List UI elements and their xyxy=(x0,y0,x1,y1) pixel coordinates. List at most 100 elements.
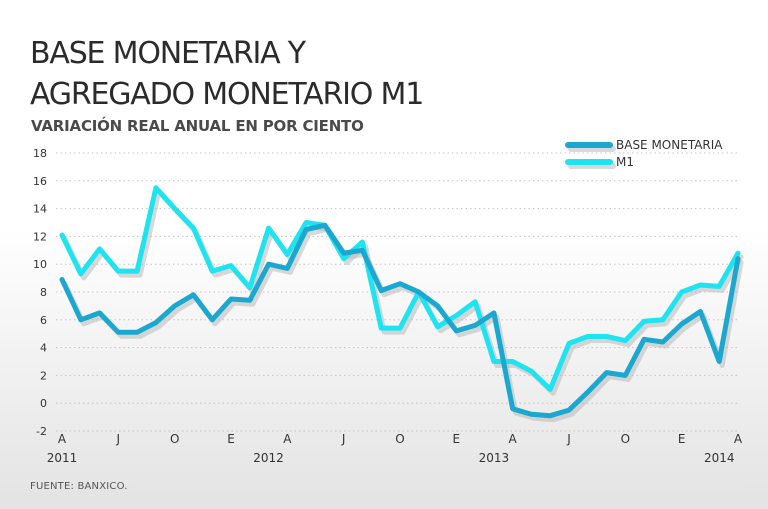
data-point-base-monetaria xyxy=(492,311,495,314)
data-point-m1 xyxy=(342,257,345,260)
x-tick-label: A xyxy=(509,432,518,446)
grid-layer xyxy=(56,152,738,432)
y-tick-label: 16 xyxy=(33,175,47,188)
y-tick-label: 8 xyxy=(40,286,47,299)
x-tick-label: E xyxy=(678,432,686,446)
series-layer xyxy=(59,185,744,423)
data-point-m1 xyxy=(61,234,64,237)
data-point-base-monetaria xyxy=(211,318,214,321)
year-label: 2012 xyxy=(253,451,284,465)
data-point-m1 xyxy=(117,270,120,273)
data-point-m1 xyxy=(737,252,740,255)
data-point-m1 xyxy=(511,360,514,363)
data-point-m1 xyxy=(436,325,439,328)
x-tick-label: A xyxy=(734,432,743,446)
data-point-m1 xyxy=(399,327,402,330)
legend: BASE MONETARIA M1 xyxy=(565,138,723,169)
series-line-base-monetaria xyxy=(59,222,741,419)
data-point-m1 xyxy=(492,360,495,363)
data-point-m1 xyxy=(361,241,364,244)
y-tick-label: 14 xyxy=(33,203,47,216)
x-tick-label: E xyxy=(453,432,461,446)
data-point-base-monetaria xyxy=(511,407,514,410)
year-label: 2011 xyxy=(47,451,78,465)
y-tick-label: 18 xyxy=(33,147,47,160)
y-axis-ticks: -2 0 2 4 6 8 10 12 14 16 18 xyxy=(33,147,47,438)
data-point-base-monetaria xyxy=(286,267,289,270)
data-point-m1 xyxy=(680,291,683,294)
data-point-base-monetaria xyxy=(361,249,364,252)
x-tick-label: E xyxy=(227,432,235,446)
year-label: 2014 xyxy=(704,451,735,465)
y-tick-label: 4 xyxy=(40,342,47,355)
data-point-m1 xyxy=(661,318,664,321)
data-point-m1 xyxy=(154,186,157,189)
x-tick-label: O xyxy=(621,432,630,446)
legend-label-m1: M1 xyxy=(616,155,634,169)
data-point-base-monetaria xyxy=(661,341,664,344)
data-point-m1 xyxy=(586,335,589,338)
data-point-base-monetaria xyxy=(549,414,552,417)
data-point-base-monetaria xyxy=(568,409,571,412)
data-point-base-monetaria xyxy=(699,310,702,313)
data-point-m1 xyxy=(136,270,139,273)
data-point-base-monetaria xyxy=(474,324,477,327)
data-point-base-monetaria xyxy=(586,391,589,394)
data-point-base-monetaria xyxy=(455,329,458,332)
data-point-m1 xyxy=(230,264,233,267)
chart-subtitle: VARIACIÓN REAL ANUAL EN POR CIENTO xyxy=(31,117,364,135)
data-point-base-monetaria xyxy=(718,360,721,363)
data-point-m1 xyxy=(530,370,533,373)
data-point-m1 xyxy=(549,388,552,391)
x-tick-label: J xyxy=(566,432,571,446)
data-point-base-monetaria xyxy=(737,257,740,260)
data-point-m1 xyxy=(624,339,627,342)
data-point-m1 xyxy=(474,300,477,303)
data-point-base-monetaria xyxy=(380,289,383,292)
x-tick-label: J xyxy=(341,432,346,446)
y-tick-label: -2 xyxy=(36,425,47,438)
data-point-base-monetaria xyxy=(530,413,533,416)
data-point-m1 xyxy=(305,221,308,224)
y-tick-label: 0 xyxy=(40,397,47,410)
data-point-m1 xyxy=(380,327,383,330)
source-note: FUENTE: BANXICO. xyxy=(30,480,128,492)
data-point-base-monetaria xyxy=(605,371,608,374)
data-point-base-monetaria xyxy=(117,331,120,334)
data-point-base-monetaria xyxy=(436,304,439,307)
data-point-base-monetaria xyxy=(136,331,139,334)
data-point-m1 xyxy=(286,253,289,256)
x-tick-label: O xyxy=(395,432,404,446)
data-point-m1 xyxy=(605,335,608,338)
data-point-base-monetaria xyxy=(79,318,82,321)
data-point-base-monetaria xyxy=(417,291,420,294)
y-tick-label: 2 xyxy=(40,369,47,382)
data-point-m1 xyxy=(455,314,458,317)
data-point-m1 xyxy=(173,207,176,210)
data-point-m1 xyxy=(211,270,214,273)
x-tick-label: J xyxy=(116,432,121,446)
data-point-base-monetaria xyxy=(98,311,101,314)
data-point-base-monetaria xyxy=(230,298,233,301)
data-point-m1 xyxy=(79,272,82,275)
year-label: 2013 xyxy=(479,451,510,465)
chart-title: BASE MONETARIA Y AGREGADO MONETARIO M1 xyxy=(30,33,424,115)
data-point-m1 xyxy=(568,342,571,345)
x-tick-label: O xyxy=(170,432,179,446)
data-point-base-monetaria xyxy=(680,323,683,326)
data-point-m1 xyxy=(267,227,270,230)
data-point-base-monetaria xyxy=(305,228,308,231)
data-point-m1 xyxy=(98,247,101,250)
chart-title-line-2: AGREGADO MONETARIO M1 xyxy=(30,77,424,112)
data-point-base-monetaria xyxy=(192,293,195,296)
data-point-base-monetaria xyxy=(173,304,176,307)
data-point-base-monetaria xyxy=(61,278,64,281)
source-divider xyxy=(133,481,744,491)
data-point-base-monetaria xyxy=(154,321,157,324)
data-point-base-monetaria xyxy=(624,374,627,377)
x-axis-ticks: A J O E A J O E A J O E A 2011 2012 2013 2014 xyxy=(47,432,743,465)
data-point-m1 xyxy=(699,284,702,287)
data-point-base-monetaria xyxy=(248,299,251,302)
data-point-base-monetaria xyxy=(342,252,345,255)
